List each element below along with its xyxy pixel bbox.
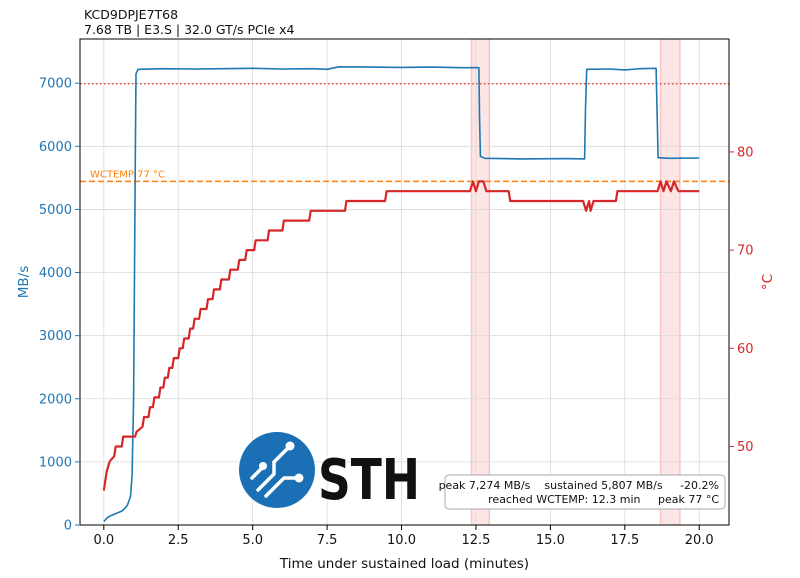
wctemp-label: WCTEMP 77 °C xyxy=(90,169,165,180)
y-left-tick-label: 7000 xyxy=(39,77,72,92)
y-left-tick-label: 1000 xyxy=(39,455,72,470)
sth-logo: STH xyxy=(239,432,420,513)
circuit-nodes xyxy=(259,441,304,483)
summary-line-2: reached WCTEMP: 12.3 min peak 77 °C xyxy=(488,493,719,506)
drive-specs-subtitle: 7.68 TB | E3.S | 32.0 GT/s PCIe x4 xyxy=(84,22,295,37)
reference-lines xyxy=(80,83,729,183)
y-right-axis-ticks: 50 60 70 80 xyxy=(729,145,754,455)
x-axis-label: Time under sustained load (minutes) xyxy=(279,556,529,572)
y-right-tick-label: 50 xyxy=(737,440,754,455)
x-tick-label: 0.0 xyxy=(93,533,114,548)
y-right-tick-label: 70 xyxy=(737,244,754,259)
x-tick-label: 7.5 xyxy=(317,533,338,548)
y-right-tick-label: 60 xyxy=(737,342,754,357)
x-tick-label: 12.5 xyxy=(461,533,490,548)
x-axis-ticks: 0.0 2.5 5.0 7.5 10.0 12.5 15.0 17.5 20.0 xyxy=(93,525,714,548)
y-left-axis-label: MB/s xyxy=(16,266,32,299)
x-tick-label: 2.5 xyxy=(168,533,189,548)
y-left-tick-label: 4000 xyxy=(39,266,72,281)
summary-line-1: peak 7,274 MB/s sustained 5,807 MB/s -20… xyxy=(439,479,719,492)
throttle-bands xyxy=(470,39,681,525)
y-left-tick-label: 3000 xyxy=(39,329,72,344)
throttle-band-0 xyxy=(471,39,490,525)
y-left-tick-label: 0 xyxy=(64,519,72,534)
x-tick-label: 10.0 xyxy=(387,533,416,548)
series-lines xyxy=(102,66,700,522)
x-tick-label: 17.5 xyxy=(610,533,639,548)
temperature-line xyxy=(102,180,700,491)
plot-frame xyxy=(79,38,730,526)
logo-text: STH xyxy=(318,448,420,513)
throughput-line xyxy=(103,66,700,522)
y-right-axis-label: °C xyxy=(760,274,776,290)
y-left-tick-label: 5000 xyxy=(39,203,72,218)
x-tick-label: 5.0 xyxy=(242,533,263,548)
y-left-axis-ticks: 0 1000 2000 3000 4000 5000 6000 7000 xyxy=(39,77,80,534)
x-tick-label: 20.0 xyxy=(685,533,714,548)
summary-annotation-box: peak 7,274 MB/s sustained 5,807 MB/s -20… xyxy=(439,474,726,510)
y-left-tick-label: 6000 xyxy=(39,140,72,155)
y-right-tick-label: 80 xyxy=(737,145,754,160)
throttle-band-1 xyxy=(660,39,680,525)
y-left-tick-label: 2000 xyxy=(39,392,72,407)
drive-model-title: KCD9DPJE7T68 xyxy=(84,7,179,22)
x-tick-label: 15.0 xyxy=(536,533,565,548)
circuit-icon xyxy=(250,446,298,498)
logo-circle xyxy=(239,432,315,508)
